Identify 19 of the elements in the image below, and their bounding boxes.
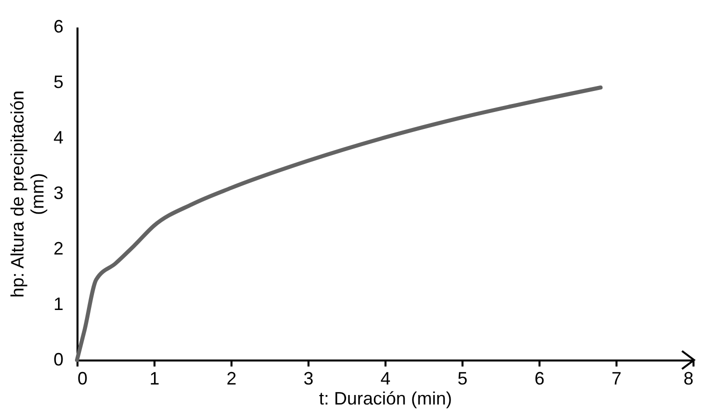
y-tick-label: 1 bbox=[53, 294, 64, 314]
x-tick-label: 6 bbox=[534, 368, 545, 388]
x-tick-label: 8 bbox=[683, 368, 694, 388]
y-axis-title: hp: Altura de precipitación (mm) bbox=[7, 90, 48, 298]
line-series bbox=[75, 85, 603, 362]
x-tick-label: 2 bbox=[226, 368, 237, 388]
y-tick-label: 5 bbox=[53, 72, 64, 92]
y-tick-label: 2 bbox=[53, 238, 64, 258]
x-tick-label: 3 bbox=[303, 368, 314, 388]
x-axis-title: t: Duración (min) bbox=[318, 388, 452, 408]
x-tick-label: 0 bbox=[78, 368, 88, 388]
y-tick-label: 3 bbox=[53, 183, 64, 203]
y-tick-label: 0 bbox=[53, 350, 64, 370]
y-tick-label: 6 bbox=[53, 16, 64, 36]
x-tick-label: 1 bbox=[149, 368, 160, 388]
y-tick-label: 4 bbox=[53, 128, 64, 148]
x-tick-label: 7 bbox=[611, 368, 622, 388]
x-tick-label: 4 bbox=[380, 368, 391, 388]
x-tick-label: 5 bbox=[457, 368, 468, 388]
